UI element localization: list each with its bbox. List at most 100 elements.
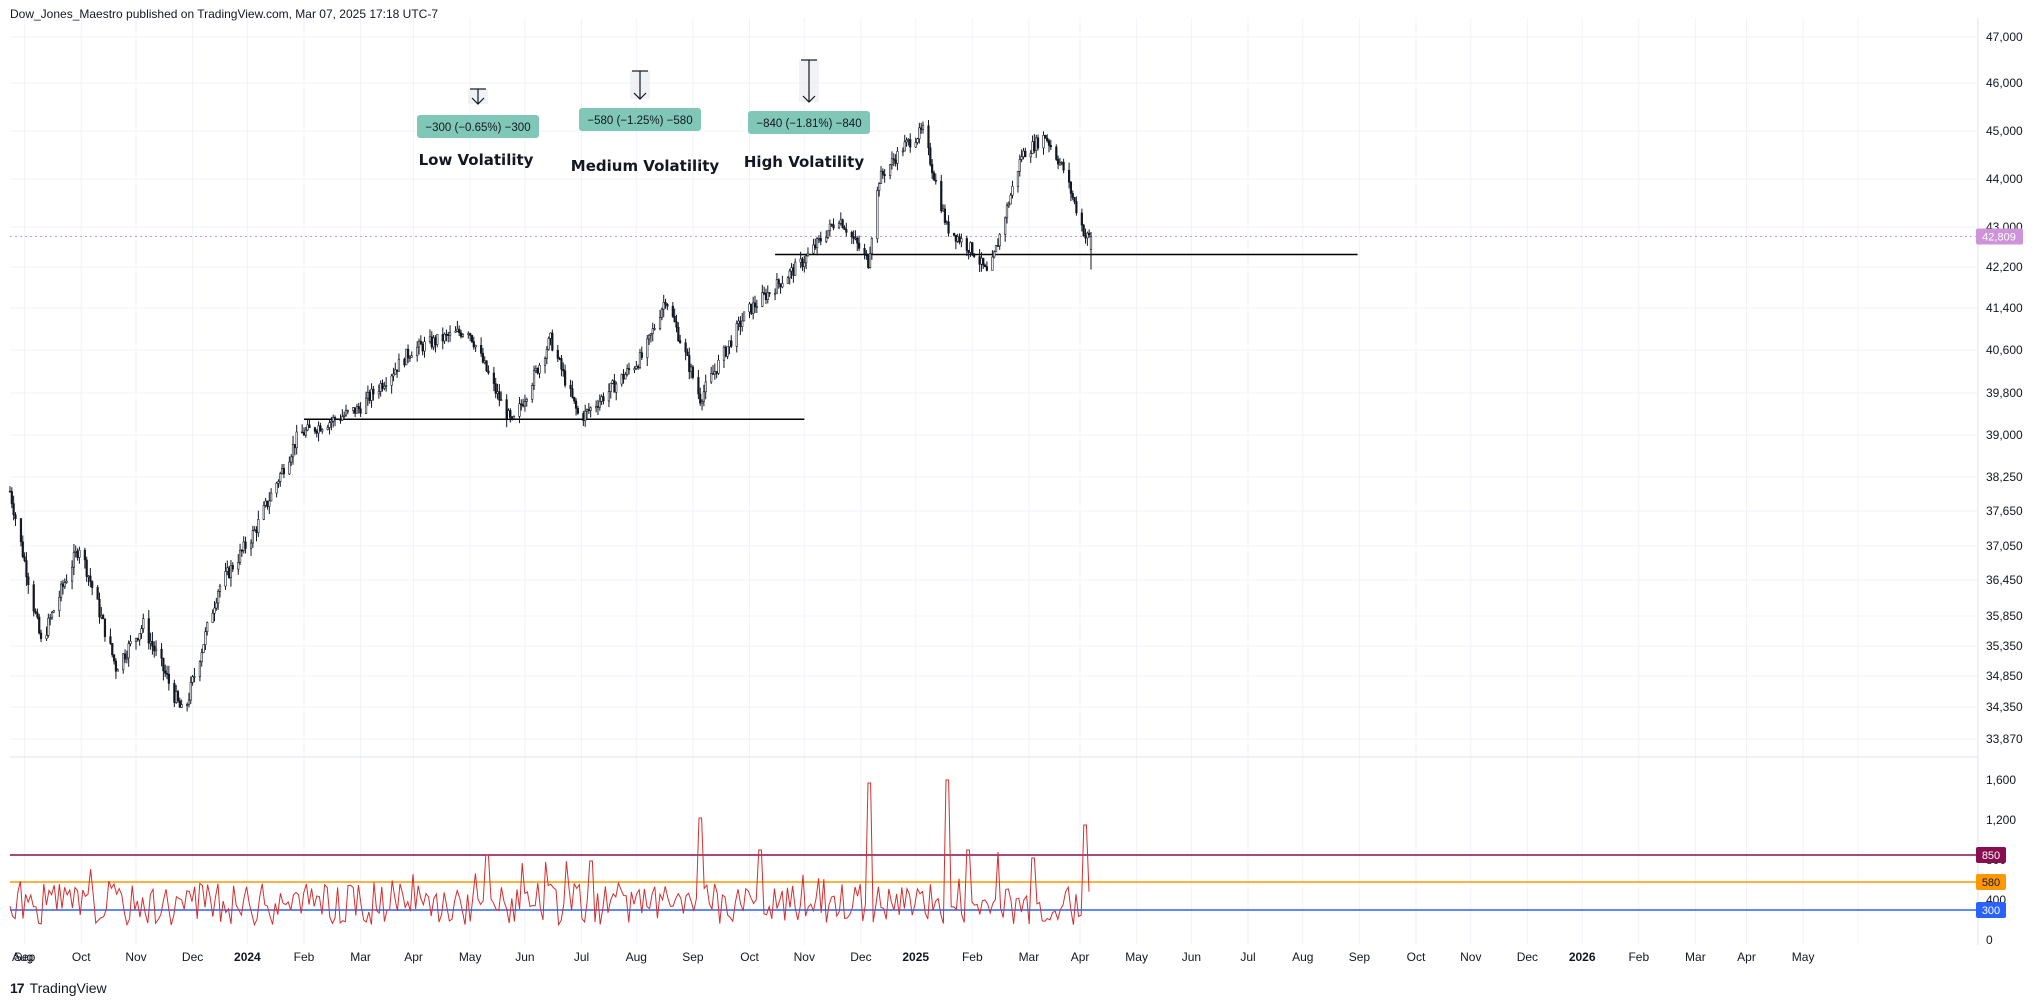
candlestick-series[interactable] — [8, 120, 1093, 712]
candle-body — [965, 238, 968, 251]
candle-body — [140, 628, 143, 634]
candle — [175, 684, 178, 704]
candle-body — [761, 292, 764, 307]
candle-body — [932, 172, 936, 181]
candle — [638, 348, 642, 370]
candle-body — [78, 549, 81, 558]
candle-body — [931, 164, 934, 174]
candle — [651, 322, 654, 342]
candle — [806, 247, 810, 257]
x-tick-label: Feb — [294, 950, 315, 964]
candle — [773, 288, 777, 301]
candle — [459, 329, 463, 339]
candle — [739, 316, 742, 336]
y-tick-label: 45,000 — [1986, 124, 2023, 138]
candle-body — [441, 334, 444, 342]
candle — [814, 238, 817, 250]
candle-body — [142, 618, 145, 630]
candle — [991, 250, 994, 271]
candle-body — [176, 691, 180, 702]
candle — [270, 488, 273, 502]
candle — [249, 539, 253, 556]
volatility-annotation: −840 (−1.81%) −840 High Volatility — [744, 59, 870, 171]
candle — [481, 347, 485, 364]
candle-body — [122, 653, 125, 671]
candle — [551, 329, 554, 352]
measure-box-text: −580 (−1.25%) −580 — [587, 115, 692, 127]
candle — [178, 697, 181, 708]
candle-body — [1080, 212, 1083, 226]
candle-body — [1044, 135, 1047, 139]
candle-body — [750, 303, 753, 314]
candle — [226, 560, 229, 576]
candle-body — [522, 404, 525, 407]
candle-body — [295, 431, 298, 449]
candle-body — [96, 587, 99, 600]
y-tick-label: 44,000 — [1986, 172, 2023, 186]
candle-body — [61, 583, 65, 587]
candle-body — [1075, 201, 1078, 214]
candle-body — [518, 403, 521, 417]
candle — [1024, 147, 1027, 158]
candle-body — [423, 341, 426, 352]
candle — [394, 362, 397, 375]
candle — [699, 387, 702, 407]
candle-body — [291, 444, 295, 458]
candle-body — [600, 396, 603, 402]
candle — [32, 580, 35, 617]
candle-body — [722, 346, 726, 361]
candle — [931, 159, 934, 180]
grid — [10, 18, 1979, 945]
candle — [850, 230, 853, 244]
candle — [971, 242, 974, 257]
candle — [531, 382, 534, 403]
candle-body — [244, 541, 247, 549]
y-tick-label: 37,050 — [1986, 539, 2023, 553]
candle — [326, 424, 329, 431]
candle — [257, 510, 260, 537]
candle — [1073, 196, 1076, 205]
candle — [536, 367, 539, 375]
level-tag-label: 850 — [1982, 850, 2000, 862]
candle — [671, 301, 674, 318]
candle-body — [538, 364, 541, 374]
candle — [313, 426, 317, 435]
candle-body — [100, 614, 103, 618]
tradingview-logo[interactable]: 17 TradingView — [10, 980, 107, 996]
candle-body — [125, 657, 128, 660]
candle — [626, 364, 629, 377]
candle — [598, 394, 601, 411]
candle-body — [134, 638, 138, 642]
candle — [512, 415, 516, 420]
y-tick-label: 33,870 — [1986, 732, 2023, 746]
x-tick-label: Nov — [125, 950, 146, 964]
y-tick-label: 39,000 — [1986, 428, 2023, 442]
candle — [47, 613, 50, 638]
candle — [927, 120, 930, 156]
candle — [1080, 208, 1083, 232]
candle-body — [635, 366, 638, 369]
volatility-label: Low Volatility — [419, 151, 534, 169]
candle — [914, 137, 917, 148]
candle — [12, 495, 15, 521]
candle-body — [710, 373, 713, 383]
candle-body — [270, 492, 273, 502]
candle — [74, 545, 77, 558]
candle-body — [394, 369, 397, 375]
x-tick-label: Jun — [515, 950, 534, 964]
candle — [775, 273, 779, 294]
candle-body — [507, 410, 510, 420]
candle-body — [839, 219, 842, 224]
candle — [982, 257, 985, 269]
candle — [664, 298, 667, 309]
candle-body — [421, 344, 424, 352]
candle — [543, 356, 547, 374]
candle-body — [326, 427, 329, 430]
candle — [162, 657, 165, 681]
candle-body — [773, 292, 777, 295]
candle-body — [794, 261, 797, 276]
candle — [901, 147, 905, 157]
candle-body — [8, 490, 12, 493]
candle-body — [264, 500, 267, 506]
